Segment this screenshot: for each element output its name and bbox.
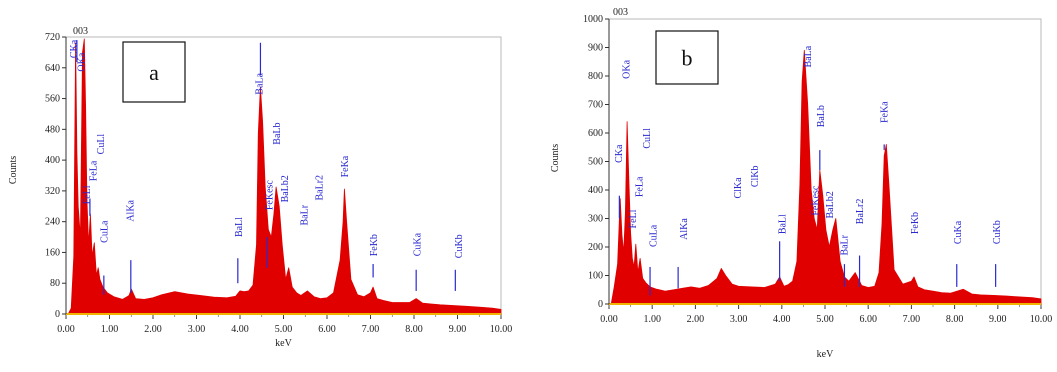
peak-label: CKa <box>69 39 80 58</box>
peak-label: CuKa <box>953 220 964 244</box>
peak-label: FeKa <box>880 101 891 123</box>
x-tick-label: 3.00 <box>188 324 206 335</box>
y-tick-label: 800 <box>588 71 603 82</box>
peak-label: BaLb <box>816 105 827 127</box>
chart-panel-a: 0 80 160 240 320 400 480 560 640 720 0.00 1.00 2.00 3… <box>8 26 512 349</box>
peak-label: FeLl <box>82 185 93 204</box>
spectrum-id-label: 003 <box>613 7 628 18</box>
y-tick-label: 160 <box>45 247 60 258</box>
y-tick-label: 900 <box>588 43 603 54</box>
peak-label: CuKb <box>454 234 465 258</box>
peak-label: FeKb <box>369 234 380 256</box>
panel-label-box <box>655 30 719 85</box>
peak-label: CuLa <box>99 220 110 243</box>
y-tick-label: 600 <box>588 128 603 139</box>
x-tick-label: 6.00 <box>318 324 336 335</box>
peak-label: CuKb <box>992 220 1003 244</box>
y-tick-label: 400 <box>588 185 603 196</box>
y-tick-label: 240 <box>45 217 60 228</box>
peak-label: FeKa <box>340 155 351 177</box>
peak-label: CuLl <box>96 134 107 155</box>
y-axis-title: Counts <box>550 144 561 172</box>
x-axis-title: keV <box>817 349 834 360</box>
x-tick-label: 6.00 <box>859 314 877 325</box>
x-axis-title: keV <box>275 338 292 349</box>
y-tick-label: 720 <box>45 32 60 43</box>
x-tick-label: 10.00 <box>490 324 513 335</box>
y-axis-title: Counts <box>8 156 19 184</box>
x-tick-label: 7.00 <box>362 324 380 335</box>
peak-label: BaLr <box>839 234 850 255</box>
x-tick-label: 4.00 <box>773 314 791 325</box>
peak-label: FeKb <box>910 212 921 234</box>
x-tick-label: 1.00 <box>643 314 661 325</box>
x-tick-label: 8.00 <box>405 324 423 335</box>
peak-label: AlKa <box>679 218 690 240</box>
peak-label: CuKa <box>413 232 424 256</box>
y-tick-label: 200 <box>588 242 603 253</box>
panel-label-box <box>122 41 186 103</box>
y-tick-label: 1000 <box>583 14 603 25</box>
peak-label: FeLa <box>88 160 99 181</box>
x-tick-label: 4.00 <box>231 324 249 335</box>
peak-label: OKa <box>77 52 88 71</box>
x-tick-label: 2.00 <box>687 314 705 325</box>
spectrum-series-0 <box>67 38 502 315</box>
peak-label: FeLl <box>628 209 639 228</box>
x-tick-label: 8.00 <box>946 314 964 325</box>
x-tick-label: 10.00 <box>1030 314 1053 325</box>
x-tick-label: 2.00 <box>144 324 162 335</box>
peak-label: FeLa <box>635 176 646 197</box>
peak-label: ClKa <box>733 177 744 199</box>
y-tick-label: 80 <box>50 278 60 289</box>
x-tick-label: 5.00 <box>275 324 293 335</box>
peak-label: BaLr <box>299 204 310 225</box>
x-tick-label: 0.00 <box>57 324 75 335</box>
y-tick-label: 0 <box>598 299 603 310</box>
x-tick-label: 5.00 <box>816 314 834 325</box>
peak-label: BaLr2 <box>315 175 326 201</box>
y-tick-label: 560 <box>45 94 60 105</box>
peak-label: FeKesc <box>811 185 822 216</box>
x-tick-label: 9.00 <box>449 324 467 335</box>
peak-label: CuLl <box>642 128 653 149</box>
peak-label: BaLl <box>777 214 788 234</box>
peak-label: BaLb2 <box>280 175 291 202</box>
y-tick-label: 0 <box>55 309 60 320</box>
panel-label: a <box>149 60 159 85</box>
chart-panel-b: 0 100 200 300 400 500 600 700 800 900 1000 0.00 1.00… <box>550 7 1052 360</box>
x-tick-label: 7.00 <box>903 314 921 325</box>
peak-label: CKa <box>614 144 625 163</box>
x-tick-label: 0.00 <box>600 314 618 325</box>
peak-label: BaLa <box>803 45 814 67</box>
peak-label: AlKa <box>125 199 136 221</box>
peak-label: CuLa <box>649 224 660 247</box>
peak-label: BaLr2 <box>855 199 866 225</box>
peak-label: FeKesc <box>265 180 276 211</box>
y-tick-label: 300 <box>588 214 603 225</box>
x-tick-label: 1.00 <box>101 324 119 335</box>
y-tick-label: 500 <box>588 157 603 168</box>
x-tick-label: 3.00 <box>730 314 748 325</box>
peak-label: ClKb <box>750 165 761 187</box>
peak-label: BaLl <box>234 217 245 237</box>
y-tick-label: 700 <box>588 100 603 111</box>
spectrum-id-label: 003 <box>73 26 88 37</box>
peak-label: BaLa <box>255 72 266 94</box>
peak-label: OKa <box>622 59 633 78</box>
peak-label: BaLb2 <box>825 191 836 218</box>
y-tick-label: 640 <box>45 63 60 74</box>
x-tick-label: 9.00 <box>989 314 1007 325</box>
peak-label: BaLb <box>272 123 283 145</box>
y-tick-label: 400 <box>45 155 60 166</box>
y-tick-label: 320 <box>45 186 60 197</box>
spectrum-series-0 <box>610 49 1042 305</box>
y-tick-label: 480 <box>45 124 60 135</box>
y-tick-label: 100 <box>588 271 603 282</box>
panel-label: b <box>682 46 693 71</box>
